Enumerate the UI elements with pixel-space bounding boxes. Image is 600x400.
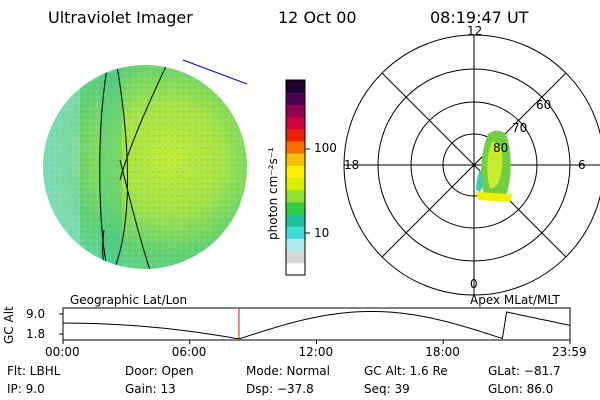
mlt-label-12: 12 xyxy=(467,24,483,38)
colorbar-swatch xyxy=(286,116,305,130)
colorbar-swatch xyxy=(286,214,305,227)
instrument-title: Ultraviolet Imager xyxy=(48,8,193,27)
colorbar-swatch xyxy=(286,177,305,191)
info-seq: Seq: 39 xyxy=(364,382,410,396)
xtick-label: 23:59 xyxy=(552,345,587,359)
lat-label-60: 60 xyxy=(536,98,552,112)
mlt-label-18: 18 xyxy=(344,158,360,172)
colorbar-swatch xyxy=(286,238,305,252)
time-label: 08:19:47 UT xyxy=(430,8,529,27)
timeline-ylabel: GC Alt xyxy=(2,306,16,344)
colorbar-swatch xyxy=(286,140,305,154)
geographic-caption: Geographic Lat/Lon xyxy=(70,293,188,307)
auroral-oval xyxy=(476,130,512,202)
colorbar-swatch xyxy=(286,201,305,215)
graticule-line xyxy=(119,159,151,269)
colorbar-swatch xyxy=(286,250,305,264)
mlt-label-0: 0 xyxy=(470,277,478,291)
colorbar-swatch xyxy=(286,80,305,93)
lat-label-70: 70 xyxy=(512,121,528,135)
timeline-frame xyxy=(62,307,571,341)
info-mode: Mode: Normal xyxy=(246,364,330,378)
apex-caption: Apex MLat/MLT xyxy=(470,293,560,307)
info-gain: Gain: 13 xyxy=(125,382,176,396)
colorbar xyxy=(285,79,306,276)
altitude-curve xyxy=(63,311,571,340)
colorbar-swatch xyxy=(286,153,305,166)
info-glat: GLat: −81.7 xyxy=(488,364,561,378)
colorbar-swatch xyxy=(286,165,305,178)
info-dsp: Dsp: −37.8 xyxy=(246,382,314,396)
info-filter: Flt: LBHL xyxy=(7,364,61,378)
timeline-ytick-high: 9.0 xyxy=(26,307,46,321)
colorbar-tick-label: 100 xyxy=(314,141,337,155)
info-glon: GLon: 86.0 xyxy=(488,382,554,396)
colorbar-unit-label: photon cm⁻²s⁻¹ xyxy=(266,147,280,240)
earth-disk-image xyxy=(43,59,248,269)
colorbar-swatch xyxy=(286,262,305,276)
meridian-line xyxy=(99,65,109,269)
graticule-line xyxy=(119,65,169,181)
date-label: 12 Oct 00 xyxy=(278,8,357,27)
colorbar-swatch xyxy=(286,92,305,105)
altitude-timeline xyxy=(59,307,571,344)
lat-label-80: 80 xyxy=(493,141,509,155)
info-ip: IP: 9.0 xyxy=(7,382,45,396)
colorbar-swatch xyxy=(286,226,305,239)
limb-direction-line xyxy=(182,59,248,85)
colorbar-swatch xyxy=(286,104,305,118)
colorbar-swatch xyxy=(286,189,305,203)
xtick-label: 00:00 xyxy=(45,345,80,359)
xtick-label: 06:00 xyxy=(171,345,207,359)
colorbar-tick-label: 10 xyxy=(314,226,330,240)
polar-axis-diagonal xyxy=(381,72,567,258)
xtick-label: 12:00 xyxy=(298,345,334,359)
colorbar-swatch xyxy=(286,128,305,142)
xtick-label: 18:00 xyxy=(425,345,460,359)
info-door: Door: Open xyxy=(125,364,194,378)
polar-plot xyxy=(343,34,600,296)
mlt-label-6: 6 xyxy=(578,158,586,172)
colorbar-frame xyxy=(285,79,306,276)
info-gc-alt: GC Alt: 1.6 Re xyxy=(364,364,448,378)
timeline-ytick-low: 1.8 xyxy=(26,327,46,341)
